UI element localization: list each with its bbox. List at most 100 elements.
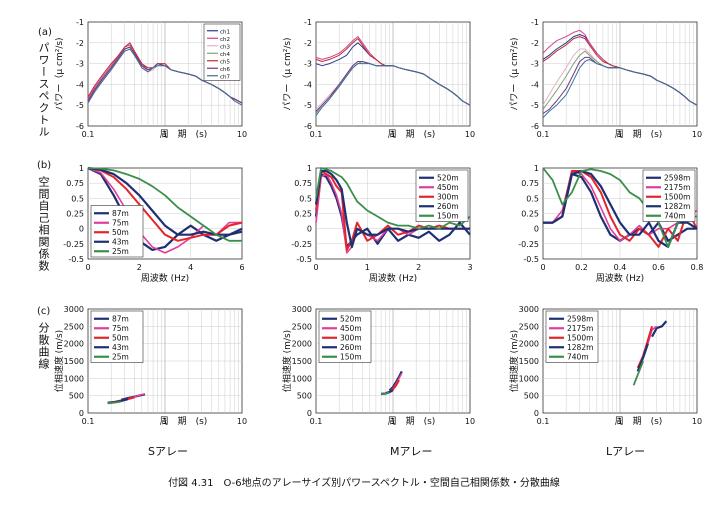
y-tick-label: 0: [307, 225, 312, 234]
y-tick-label: 2000: [64, 340, 84, 349]
y-axis-label: 位相速度 (m/s): [53, 330, 65, 392]
y-tick-label: 1500: [519, 357, 539, 366]
series-line-1282m: [636, 343, 649, 372]
legend-label: ch4: [220, 52, 231, 58]
y-tick-label: 0: [79, 409, 84, 418]
legend-label: ch1: [220, 29, 230, 35]
y-tick-label: 1500: [292, 357, 312, 366]
series-line-150m: [315, 167, 471, 230]
array-label-l: Lアレー: [606, 445, 646, 458]
legend-label: ch3: [220, 44, 231, 50]
panel-M-dispersion: 0 500 1000 1500 2000 2500 3000 0.1 1 10 周 期 (s) 位相速…: [281, 305, 475, 427]
x-axis-label: 周 期 (s): [160, 416, 208, 427]
x-tick-label: 4: [188, 263, 193, 272]
x-tick-label: 0.2: [575, 263, 588, 272]
y-tick-label: -6: [531, 122, 539, 131]
legend-label: 300m: [437, 192, 459, 201]
y-tick-label: -3: [304, 60, 312, 69]
y-tick-label: -5: [76, 101, 84, 110]
y-tick-label: 2500: [64, 322, 84, 331]
row-b-tag: (b): [37, 160, 52, 171]
y-tick-label: -6: [76, 122, 84, 131]
row-c-tag: (c): [37, 306, 51, 317]
row-b-label: 空間自己相関係数: [37, 176, 50, 272]
y-tick-label: 0: [534, 409, 539, 418]
y-tick-label: 0: [79, 225, 84, 234]
panel-S-power: -6 -5 -4 -3 -2 -1 0.1 1 10 周 期 (s) パワー（μ cm²/s) ch1…: [54, 18, 247, 140]
y-tick-label: -5: [304, 101, 312, 110]
legend-label: 2175m: [664, 183, 690, 192]
legend-label: 43m: [112, 237, 129, 246]
y-tick-label: -0.25: [291, 240, 312, 249]
y-tick-label: 0.75: [66, 179, 84, 188]
y-tick-label: 1: [79, 164, 84, 173]
legend-label: 50m: [112, 333, 129, 342]
legend-label: 25m: [112, 352, 129, 361]
legend-label: 25m: [112, 247, 129, 256]
x-tick-label: 1: [365, 263, 370, 272]
y-axis-label: 位相速度 (m/s): [281, 330, 293, 392]
y-tick-label: 500: [69, 392, 84, 401]
x-axis-label: 周波数 (Hz): [369, 272, 417, 284]
y-tick-label: 3000: [292, 305, 312, 314]
y-tick-label: 0.5: [526, 194, 539, 203]
y-tick-label: -1: [304, 18, 312, 27]
x-tick-label: 0.1: [82, 417, 95, 426]
y-tick-label: -4: [76, 80, 84, 89]
series-line-ch7: [315, 63, 471, 116]
y-tick-label: -0.5: [523, 255, 539, 264]
x-tick-label: 3: [467, 263, 472, 272]
x-axis-label: 周 期 (s): [388, 416, 436, 427]
y-tick-label: 1000: [64, 374, 84, 383]
panel-M-power: -6 -5 -4 -3 -2 -1 0.1 1 10 周 期 (s) パワー（μ cm²/s): [282, 18, 475, 140]
panel-L-dispersion: 0 500 1000 1500 2000 2500 3000 0.1 1 10 周 期 (s) 位相速…: [508, 305, 702, 427]
legend-label: ch6: [220, 67, 231, 73]
series-line-ch7: [87, 48, 243, 106]
y-tick-label: 0.75: [294, 179, 312, 188]
y-tick-label: -4: [304, 80, 312, 89]
y-tick-label: 0.25: [294, 210, 312, 219]
legend-label: 260m: [340, 343, 362, 352]
legend-label: 740m: [567, 352, 589, 361]
legend-label: 1500m: [567, 333, 593, 342]
series-line-150m: [380, 391, 390, 396]
legend-label: 150m: [340, 352, 362, 361]
x-tick-label: 0: [85, 263, 90, 272]
x-tick-label: 0.1: [82, 130, 95, 139]
series-line-87m: [87, 167, 243, 251]
y-tick-label: 1000: [519, 374, 539, 383]
series-line-520m: [314, 173, 471, 248]
x-axis-label: 周 期 (s): [615, 416, 663, 427]
y-tick-label: -4: [531, 80, 539, 89]
x-tick-label: 1: [617, 130, 622, 139]
legend-label: ch5: [220, 59, 231, 65]
panel-S-spac: -0.5 -0.25 0 0.25 0.5 0.75 1 0 2 4 6 周波数 (Hz) 87m75m…: [63, 164, 244, 284]
x-tick-label: 0.1: [537, 130, 550, 139]
legend-label: 2175m: [567, 324, 593, 333]
legend-label: 520m: [340, 314, 362, 323]
x-axis-label: 周 期 (s): [160, 129, 208, 140]
panel-S-dispersion: 0 500 1000 1500 2000 2500 3000 0.1 1 10 周 期 (s) 位相速…: [53, 305, 247, 427]
y-tick-label: -3: [531, 60, 539, 69]
legend-label: 75m: [112, 218, 129, 227]
x-tick-label: 0.1: [310, 417, 323, 426]
x-tick-label: 1: [617, 417, 622, 426]
y-tick-label: -0.5: [68, 255, 84, 264]
y-tick-label: 2500: [519, 322, 539, 331]
y-tick-label: 3000: [519, 305, 539, 314]
row-c-label: 分散曲線: [37, 322, 50, 370]
series-line-25m: [107, 400, 122, 405]
y-tick-label: -3: [76, 60, 84, 69]
legend-label: 43m: [112, 343, 129, 352]
x-tick-label: 6: [239, 263, 244, 272]
panel-L-power: -6 -5 -4 -3 -2 -1 0.1 1 10 周 期 (s) パワー（μ cm²/s): [509, 18, 702, 140]
y-tick-label: -0.25: [518, 240, 539, 249]
array-label-s: Sアレー: [148, 445, 188, 458]
x-tick-label: 0: [313, 263, 318, 272]
x-tick-label: 1: [162, 417, 167, 426]
series-line-300m: [315, 170, 470, 251]
figure-caption: 付図 4.31 O-6地点のアレーサイズ別パワースペクトル・空間自己相関係数・分…: [168, 478, 560, 489]
panel-M-spac: -0.5 -0.25 0 0.25 0.5 0.75 1 0 1 2 3 周波数 (Hz) 520m45…: [291, 164, 472, 284]
series-line-25m: [87, 167, 242, 242]
